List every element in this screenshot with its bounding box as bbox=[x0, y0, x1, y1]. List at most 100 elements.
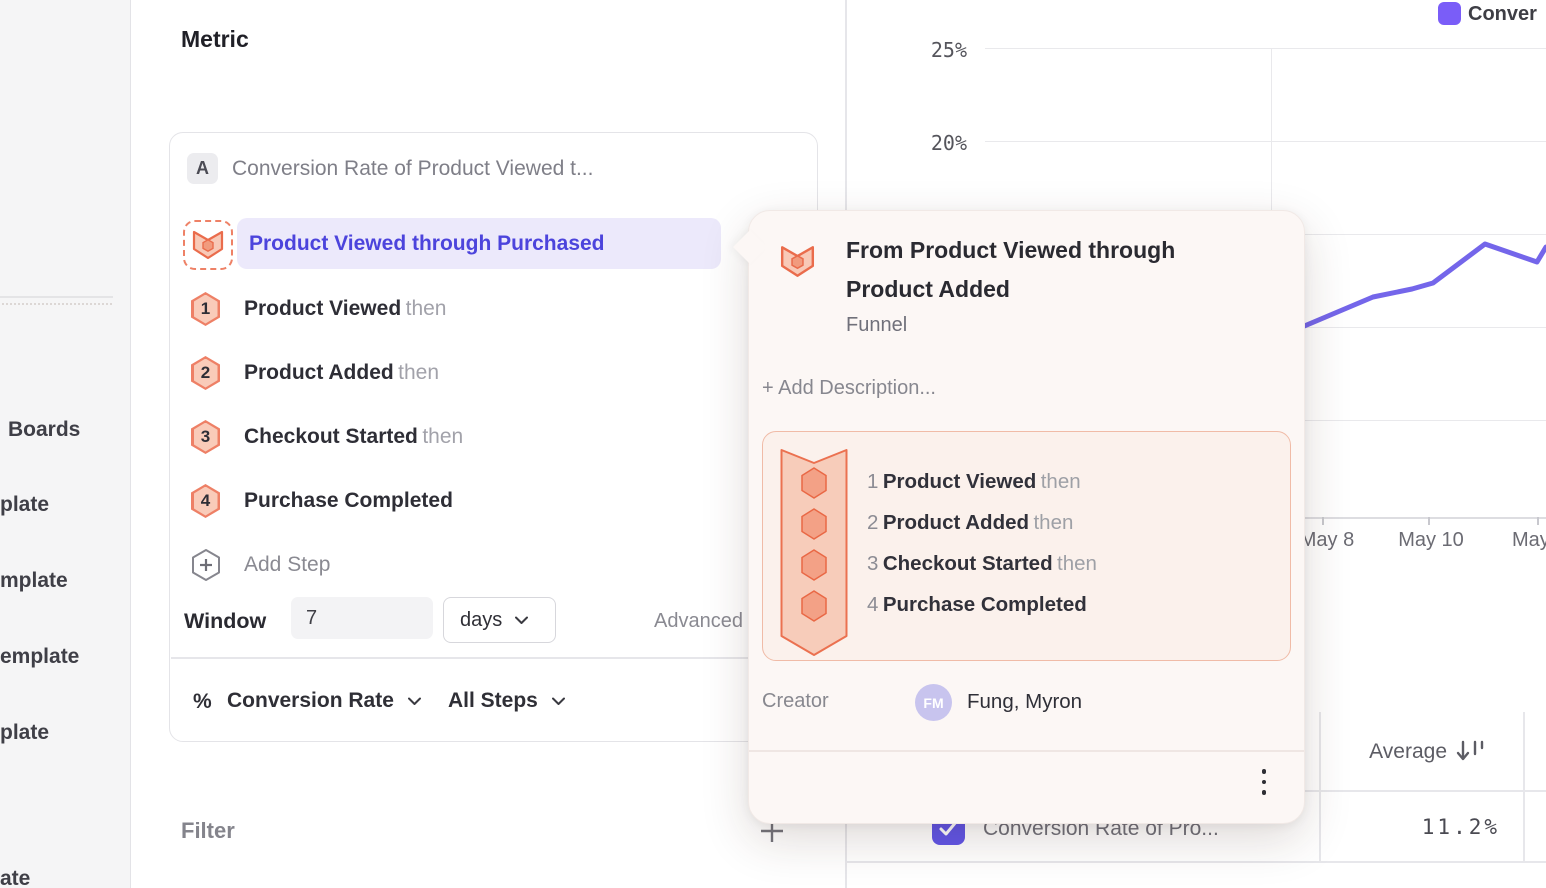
selected-funnel-row[interactable]: Product Viewed through Purchased bbox=[237, 218, 721, 269]
step-3-number: 3 bbox=[200, 427, 211, 446]
popover-subtitle: Funnel bbox=[846, 314, 908, 336]
funnel-icon bbox=[192, 230, 224, 260]
step-2-number: 2 bbox=[200, 363, 211, 382]
y-axis-label-20: 20% bbox=[930, 131, 967, 155]
chevron-down-icon bbox=[551, 697, 565, 705]
popover-step-3: 3 Checkout Started then bbox=[867, 552, 1097, 576]
chevron-down-icon bbox=[515, 616, 529, 624]
popover-step-3-then: then bbox=[1057, 552, 1097, 575]
percent-symbol: % bbox=[193, 690, 212, 713]
add-step-icon[interactable] bbox=[190, 548, 222, 587]
x-tick-may8 bbox=[1322, 517, 1324, 525]
funnel-icon bbox=[780, 244, 815, 284]
kebab-icon bbox=[1261, 769, 1267, 774]
sidebar-item-template-4[interactable]: plate bbox=[0, 721, 50, 744]
sidebar-item-template-3[interactable]: emplate bbox=[0, 645, 80, 668]
step-1-then: then bbox=[405, 297, 447, 320]
popover-step-1: 1 Product Viewed then bbox=[867, 470, 1081, 494]
popover-step-4-num: 4 bbox=[867, 593, 879, 616]
gridline-20 bbox=[985, 141, 1546, 142]
sidebar-item-boards[interactable]: Boards bbox=[8, 418, 81, 441]
steps-scope-label: All Steps bbox=[448, 689, 538, 712]
step-3-name: Checkout Started bbox=[244, 425, 418, 448]
step-3-badge: 3 bbox=[191, 420, 220, 454]
table-column-divider-left bbox=[1319, 712, 1321, 862]
step-3-then: then bbox=[422, 425, 464, 448]
sidebar: Boards plate mplate emplate plate ate bbox=[0, 0, 131, 888]
x-axis-label-may10: May 10 bbox=[1398, 529, 1464, 551]
table-header-average[interactable]: Average bbox=[1307, 738, 1487, 766]
window-label: Window bbox=[184, 609, 267, 633]
x-axis-label-may8: May 8 bbox=[1299, 529, 1355, 551]
x-axis-label-may12: May bbox=[1512, 529, 1546, 551]
table-column-divider-right bbox=[1523, 712, 1525, 862]
legend-label[interactable]: Conver bbox=[1468, 3, 1537, 25]
popover-step-3-name: Checkout Started bbox=[882, 552, 1053, 575]
x-tick-may12 bbox=[1537, 517, 1539, 525]
popover-footer-divider bbox=[749, 750, 1304, 752]
step-2-badge: 2 bbox=[191, 356, 220, 390]
funnel-ribbon-icon bbox=[780, 449, 848, 656]
sidebar-item-template-5[interactable]: ate bbox=[0, 867, 31, 888]
step-3-row[interactable]: Checkout Started then bbox=[244, 425, 463, 449]
selected-funnel-label: Product Viewed through Purchased bbox=[249, 231, 605, 255]
funnel-details-popover: From Product Viewed through Product Adde… bbox=[733, 210, 1305, 824]
y-axis-label-25: 25% bbox=[930, 38, 967, 62]
steps-scope-dropdown[interactable]: All Steps bbox=[448, 686, 565, 716]
popover-step-2-then: then bbox=[1033, 511, 1074, 534]
more-options-button[interactable] bbox=[1254, 763, 1274, 807]
popover-step-1-name: Product Viewed bbox=[882, 470, 1037, 493]
window-unit-select[interactable]: days bbox=[443, 597, 556, 643]
popover-step-2: 2 Product Added then bbox=[867, 511, 1073, 535]
step-2-row[interactable]: Product Added then bbox=[244, 361, 439, 385]
popover-step-1-num: 1 bbox=[867, 470, 879, 493]
table-row-average-value: 11.2% bbox=[1421, 815, 1500, 839]
window-unit-value: days bbox=[460, 608, 503, 631]
step-1-badge: 1 bbox=[191, 292, 220, 326]
popover-title-line2: Product Added bbox=[846, 276, 1010, 302]
creator-name: Fung, Myron bbox=[967, 690, 1083, 713]
conversion-mode-label: Conversion Rate bbox=[227, 689, 394, 712]
metric-name[interactable]: Conversion Rate of Product Viewed t... bbox=[232, 157, 594, 180]
step-1-row[interactable]: Product Viewed then bbox=[244, 297, 446, 321]
card-inner-divider bbox=[171, 657, 815, 659]
metric-section-title: Metric bbox=[181, 26, 249, 52]
checkmark-icon bbox=[939, 820, 958, 836]
chevron-down-icon bbox=[407, 697, 421, 705]
popover-step-3-num: 3 bbox=[867, 552, 879, 575]
sidebar-divider bbox=[0, 296, 113, 298]
popover-step-2-name: Product Added bbox=[882, 511, 1030, 534]
sort-icon[interactable] bbox=[1455, 739, 1487, 765]
step-1-number: 1 bbox=[200, 299, 211, 318]
step-1-name: Product Viewed bbox=[244, 297, 402, 320]
advanced-link[interactable]: Advanced bbox=[654, 610, 743, 632]
step-4-badge: 4 bbox=[191, 484, 220, 518]
funnel-icon-box[interactable] bbox=[183, 220, 233, 270]
step-2-then: then bbox=[398, 361, 440, 384]
conversion-line-series bbox=[1299, 241, 1546, 330]
sidebar-item-template-1[interactable]: plate bbox=[0, 493, 50, 516]
gridline-25 bbox=[985, 48, 1546, 49]
add-description-button[interactable]: + Add Description... bbox=[762, 377, 936, 399]
creator-initials: FM bbox=[923, 694, 944, 711]
popover-title-line1: From Product Viewed through bbox=[846, 237, 1176, 263]
add-step-button[interactable]: Add Step bbox=[244, 553, 331, 576]
metric-letter: A bbox=[196, 158, 209, 178]
table-row-border bbox=[845, 861, 1546, 863]
step-4-row[interactable]: Purchase Completed bbox=[244, 489, 453, 513]
step-4-number: 4 bbox=[200, 491, 211, 510]
conversion-mode-dropdown[interactable]: Conversion Rate bbox=[227, 686, 421, 716]
popover-step-4-name: Purchase Completed bbox=[882, 593, 1087, 616]
step-2-name: Product Added bbox=[244, 361, 394, 384]
sidebar-item-template-2[interactable]: mplate bbox=[0, 569, 68, 592]
x-tick-may10 bbox=[1428, 517, 1430, 525]
popover-title: From Product Viewed through Product Adde… bbox=[846, 231, 1286, 309]
step-4-name: Purchase Completed bbox=[244, 489, 453, 512]
sidebar-dotted-divider bbox=[2, 303, 112, 305]
popover-steps-box: 1 Product Viewed then 2 Product Added th… bbox=[762, 431, 1291, 661]
window-value-input[interactable] bbox=[291, 597, 433, 639]
metric-card: A Conversion Rate of Product Viewed t...… bbox=[169, 132, 818, 742]
popover-step-1-then: then bbox=[1040, 470, 1081, 493]
filter-section-title: Filter bbox=[181, 818, 235, 843]
